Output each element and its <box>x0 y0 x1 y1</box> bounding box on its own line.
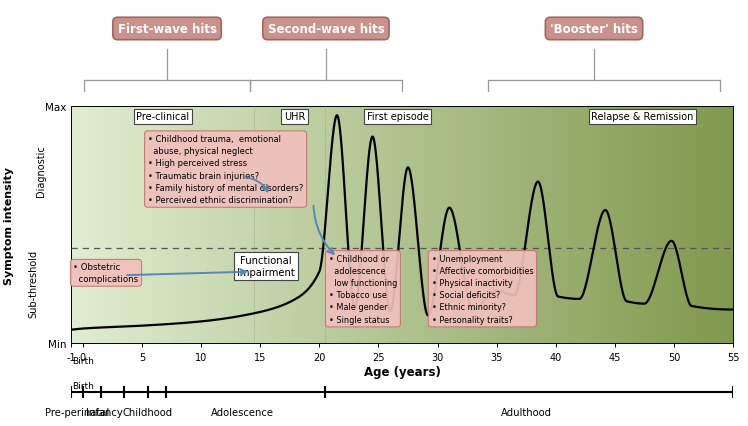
Text: Pre-perinatal: Pre-perinatal <box>45 407 109 417</box>
Text: 'Booster' hits: 'Booster' hits <box>550 23 638 36</box>
Text: Pre-clinical: Pre-clinical <box>136 112 189 122</box>
Text: • Obstetric
  complications: • Obstetric complications <box>73 263 138 284</box>
Text: First episode: First episode <box>367 112 429 122</box>
Text: Infancy: Infancy <box>86 407 123 417</box>
Text: Relapse & Remission: Relapse & Remission <box>591 112 693 122</box>
Text: Birth: Birth <box>72 381 94 390</box>
Text: • Childhood or
  adolescence
  low functioning
• Tobacco use
• Male gender
• Sin: • Childhood or adolescence low functioni… <box>329 254 397 324</box>
Text: Second-wave hits: Second-wave hits <box>268 23 384 36</box>
X-axis label: Age (years): Age (years) <box>364 365 441 378</box>
Text: First-wave hits: First-wave hits <box>117 23 217 36</box>
Text: Diagnostic: Diagnostic <box>36 144 46 196</box>
Text: Adulthood: Adulthood <box>500 407 552 417</box>
Text: UHR: UHR <box>283 112 305 122</box>
Text: • Childhood trauma,  emotional
  abuse, physical neglect
• High perceived stress: • Childhood trauma, emotional abuse, phy… <box>148 135 303 204</box>
Text: Adolescence: Adolescence <box>211 407 274 417</box>
Text: • Unemployment
• Affective comorbidities
• Physical inactivity
• Social deficits: • Unemployment • Affective comorbidities… <box>432 254 533 324</box>
Text: Childhood: Childhood <box>123 407 173 417</box>
Text: Symptom intensity: Symptom intensity <box>4 167 14 285</box>
Text: Birth: Birth <box>72 356 94 365</box>
Text: Functional
Impairment: Functional Impairment <box>237 255 295 277</box>
Text: Sub-threshold: Sub-threshold <box>28 249 39 317</box>
